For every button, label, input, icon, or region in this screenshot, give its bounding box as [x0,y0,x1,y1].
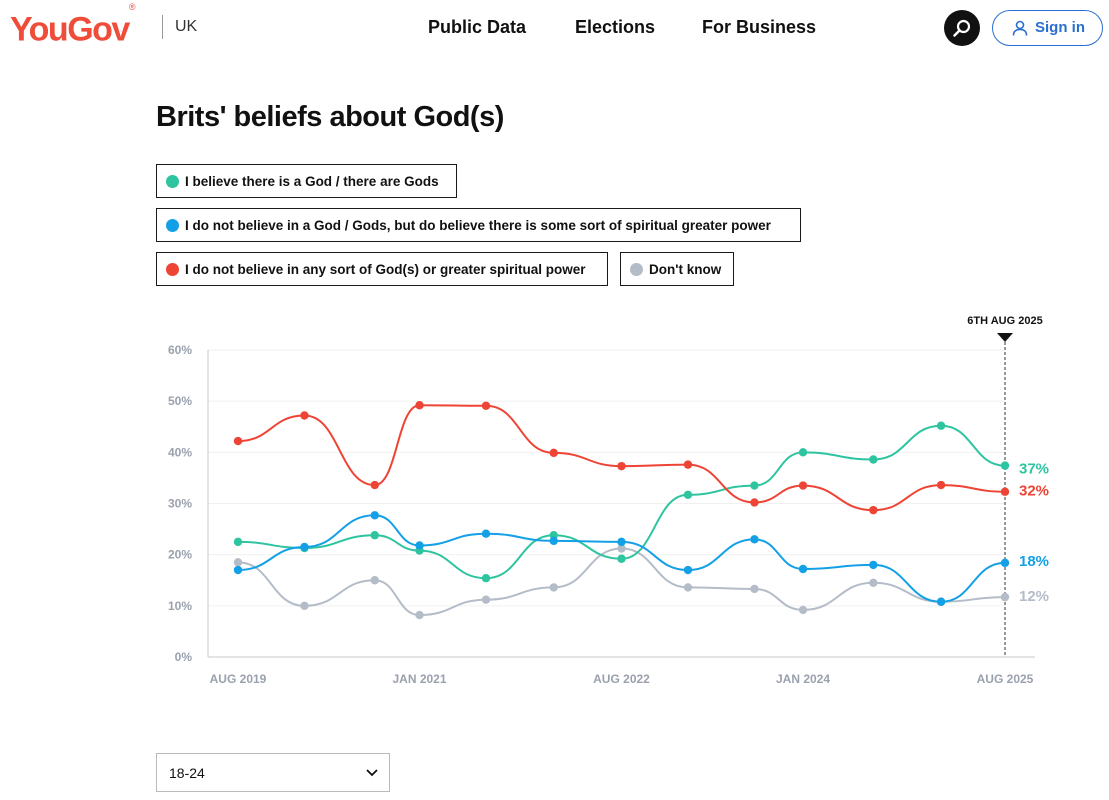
data-point [617,554,626,563]
legend-label: I do not believe in a God / Gods, but do… [185,218,771,233]
site-header: YouGov® UK Public Data Elections For Bus… [0,0,1109,56]
y-tick-label: 20% [168,548,192,562]
data-point [370,511,379,520]
data-point [936,597,946,606]
data-point [750,584,759,594]
data-point [233,436,243,446]
registered-mark: ® [128,2,136,12]
x-tick-label: JAN 2021 [392,672,446,686]
data-point [1000,461,1010,470]
y-tick-label: 40% [168,445,192,459]
data-point [370,531,379,540]
data-point [683,460,693,469]
data-point [869,560,878,570]
sign-in-button[interactable]: Sign in [992,10,1103,46]
legend-item-dont-know[interactable]: Don't know [620,252,734,286]
data-point [549,536,558,546]
data-point [750,498,759,507]
page-title: Brits' beliefs about God(s) [156,101,504,133]
y-tick-label: 50% [168,394,192,408]
data-point [798,448,808,457]
date-marker-arrow [997,333,1013,342]
data-point [617,461,626,471]
data-point [481,401,491,410]
data-point [683,565,693,575]
end-value-label: 32% [1019,483,1049,500]
data-point [617,544,626,553]
series-line [237,514,1006,603]
legend-dot-blue [166,219,179,232]
data-point [750,481,759,490]
search-icon [953,19,971,37]
y-tick-label: 30% [168,497,192,511]
nav-elections[interactable]: Elections [575,17,656,37]
legend-label: I believe there is a God / there are God… [185,174,439,189]
data-point [869,505,878,515]
data-point [683,490,693,500]
data-point [549,583,558,592]
legend-dot-red [166,263,179,276]
data-point [300,542,309,552]
data-point [1000,592,1010,602]
x-tick-label: JAN 2024 [776,672,830,686]
y-tick-label: 60% [168,343,192,357]
series-line [237,404,1006,512]
legend-label: I do not believe in any sort of God(s) o… [185,262,586,277]
data-point [415,610,424,620]
legend-item-spiritual-power[interactable]: I do not believe in a God / Gods, but do… [156,208,801,242]
data-point [549,448,558,458]
data-point [869,455,878,464]
data-point [481,595,491,604]
data-point [936,421,946,430]
x-tick-label: AUG 2025 [977,672,1034,686]
yougov-logo[interactable]: YouGov® [10,2,136,49]
legend-dot-green [166,175,179,188]
data-point [233,565,243,575]
nav-for-business[interactable]: For Business [702,17,817,37]
legend-dot-grey [630,263,643,276]
chevron-down-icon [366,769,378,777]
data-point [481,529,491,538]
data-point [370,480,379,490]
data-point [300,411,309,420]
data-point [415,541,424,550]
logo-text: YouGov [10,10,130,49]
legend-item-believe-god[interactable]: I believe there is a God / there are God… [156,164,457,198]
user-icon [1012,20,1028,36]
date-marker-label: 6TH AUG 2025 [967,315,1042,327]
age-group-select[interactable]: 18-24 [156,753,390,792]
data-point [1000,558,1010,568]
age-group-value: 18-24 [169,765,205,781]
x-tick-label: AUG 2022 [593,672,650,686]
data-point [233,558,243,567]
data-point [798,481,808,490]
end-value-label: 37% [1019,461,1049,478]
data-point [617,537,626,547]
data-point [869,578,878,588]
data-point [798,605,808,615]
data-point [1000,487,1010,496]
data-point [936,480,946,490]
end-value-label: 12% [1019,588,1049,605]
data-point [683,583,693,592]
legend-item-no-belief[interactable]: I do not believe in any sort of God(s) o… [156,252,608,286]
search-button[interactable] [944,10,980,46]
x-tick-label: AUG 2019 [210,672,267,686]
line-chart: 0% 10% 20% 30% 40% 50% 60% AUG 2019 JAN 2021 AUG … [168,315,1049,686]
data-point [415,401,424,410]
nav-public-data[interactable]: Public Data [428,17,527,37]
data-point [798,564,808,574]
country-selector[interactable]: UK [175,18,198,35]
legend-label: Don't know [649,262,722,277]
data-point [233,537,243,547]
y-tick-label: 10% [168,599,192,613]
data-point [750,535,759,544]
data-point [300,601,309,611]
end-value-label: 18% [1019,553,1049,570]
y-tick-label: 0% [175,650,193,664]
sign-in-label: Sign in [1035,19,1085,36]
data-point [481,574,491,583]
logo-divider [162,15,163,39]
data-point [370,576,379,585]
